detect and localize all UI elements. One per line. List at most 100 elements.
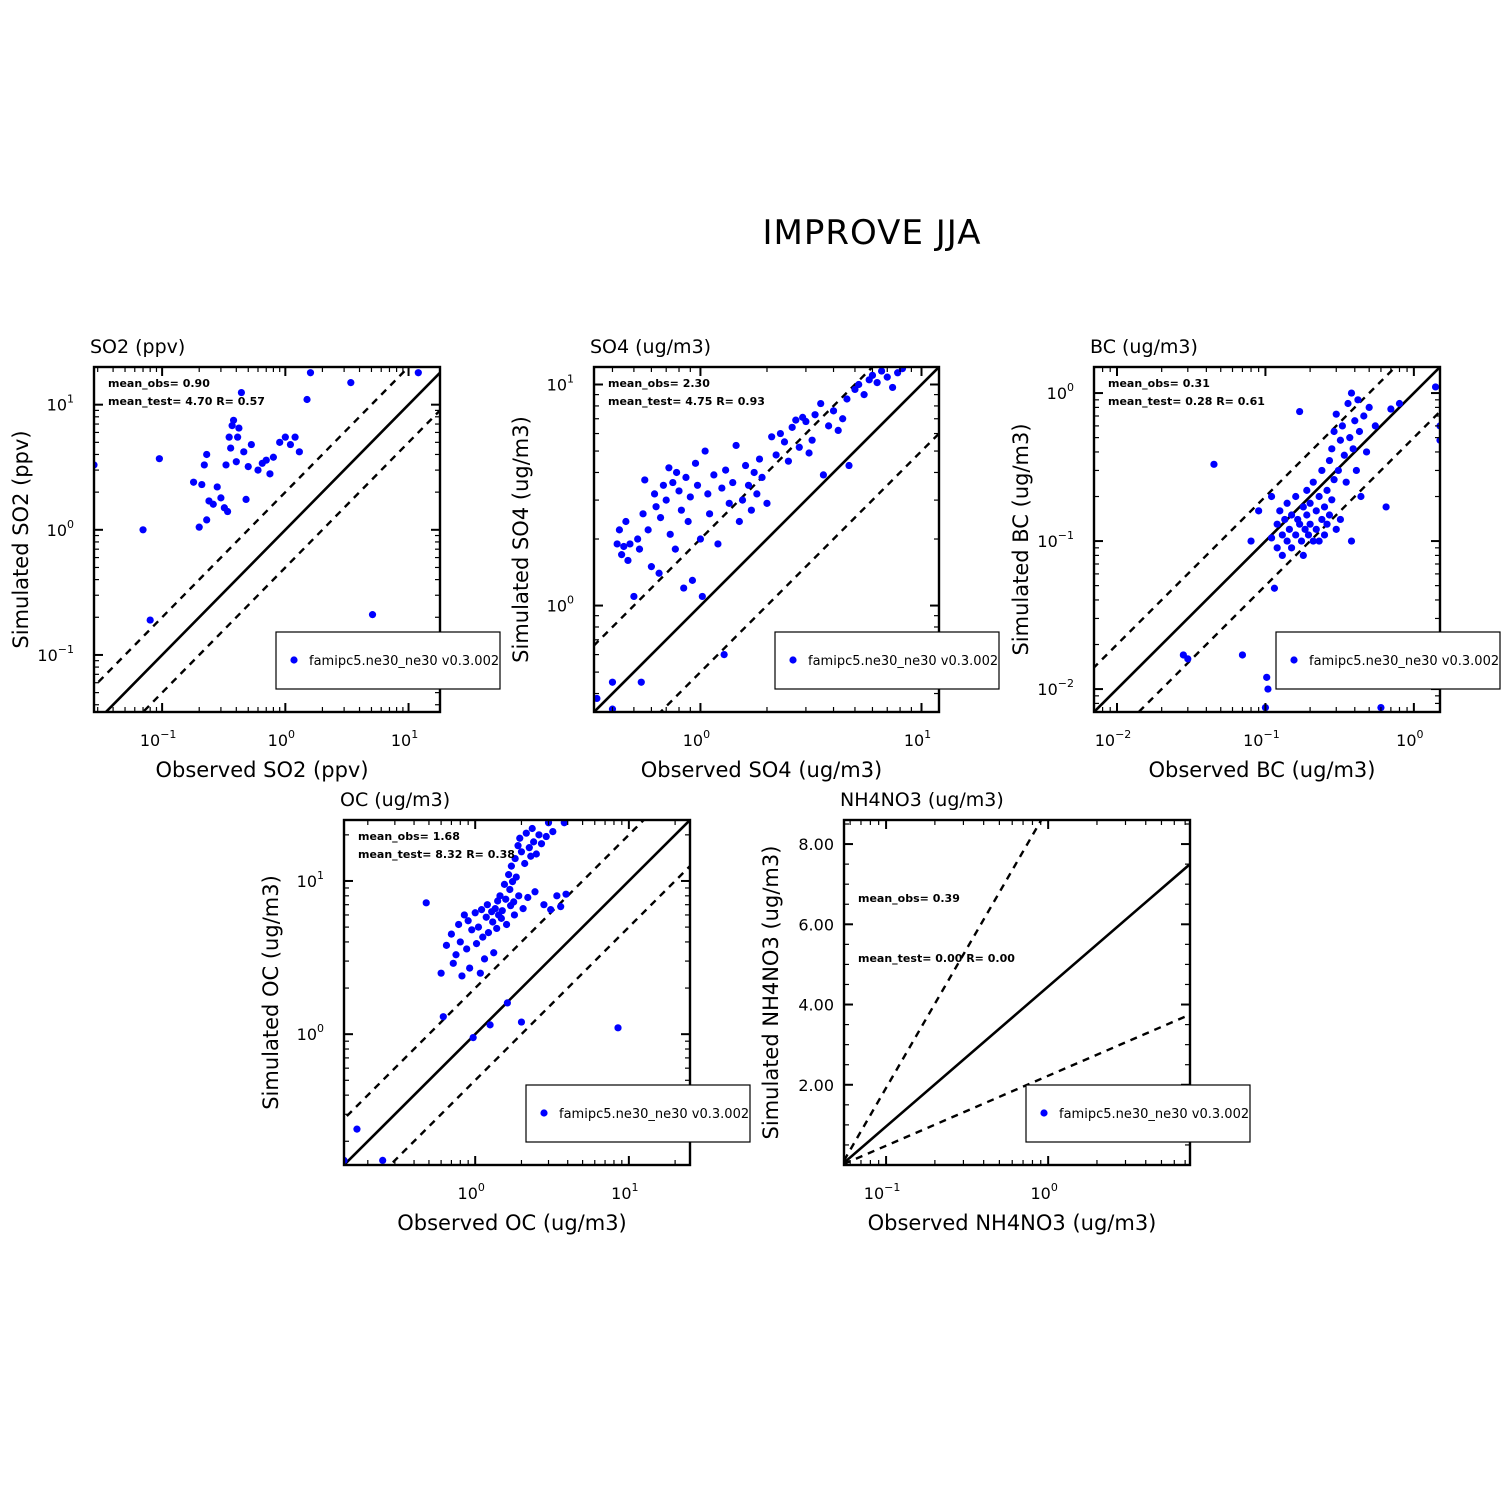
data-point — [851, 385, 859, 394]
data-point — [1330, 476, 1338, 484]
scatter-points — [1179, 383, 1440, 712]
panel-title: SO4 (ug/m3) — [590, 336, 711, 358]
data-point — [456, 938, 464, 946]
data-point — [217, 494, 225, 502]
data-point — [516, 834, 524, 842]
x-axis-label: Observed SO2 (ppv) — [155, 758, 368, 782]
data-point — [710, 471, 718, 479]
data-point — [379, 1156, 387, 1165]
data-point — [647, 563, 655, 571]
y-axis-label: Simulated OC (ug/m3) — [259, 875, 283, 1110]
data-point — [1355, 427, 1364, 436]
data-point — [1278, 531, 1286, 539]
legend-marker — [290, 656, 298, 664]
data-point — [637, 678, 645, 686]
data-point — [738, 496, 747, 504]
data-point — [1325, 511, 1334, 519]
data-point — [1247, 537, 1255, 545]
data-point — [758, 473, 766, 481]
data-point — [1365, 403, 1373, 412]
data-point — [553, 892, 561, 900]
y-tick-label: 8.00 — [798, 835, 834, 854]
legend-marker — [1040, 1109, 1048, 1117]
data-point — [776, 429, 785, 438]
data-point — [1344, 399, 1352, 408]
data-point — [684, 517, 692, 526]
data-point — [641, 476, 649, 484]
data-point — [792, 416, 800, 424]
data-point — [522, 829, 530, 837]
data-point — [1283, 499, 1291, 507]
data-point — [1351, 417, 1359, 425]
data-point — [825, 422, 833, 430]
data-point — [843, 395, 851, 403]
data-point — [1312, 525, 1320, 533]
data-point — [1255, 507, 1263, 515]
x-tick-label: 101 — [391, 728, 418, 750]
data-point — [303, 395, 311, 404]
data-point — [1336, 436, 1345, 444]
data-point — [1340, 451, 1348, 459]
data-point — [780, 438, 789, 446]
data-point — [1287, 511, 1296, 519]
data-point — [528, 824, 536, 833]
x-axis-label: Observed OC (ug/m3) — [397, 1211, 627, 1235]
data-point — [486, 1021, 494, 1029]
data-point — [1312, 507, 1320, 515]
one-to-one-line — [1094, 367, 1440, 712]
data-point — [479, 933, 487, 941]
data-point — [482, 913, 490, 921]
data-point — [235, 424, 243, 432]
y-tick-label: 101 — [547, 373, 574, 395]
mean-obs-label: mean_obs= 0.90 — [108, 377, 210, 390]
data-point — [503, 999, 511, 1007]
data-point — [753, 490, 761, 498]
data-point — [447, 930, 455, 938]
data-point — [705, 510, 714, 518]
data-point — [510, 898, 518, 906]
data-point — [650, 490, 659, 498]
data-point — [460, 911, 468, 919]
data-point — [502, 920, 511, 929]
data-point — [262, 456, 270, 464]
data-point — [735, 517, 743, 526]
reference-lines — [94, 367, 440, 712]
data-point — [1325, 456, 1334, 465]
data-point — [677, 506, 685, 514]
data-point — [1342, 478, 1350, 486]
data-point — [189, 478, 198, 486]
data-point — [512, 873, 520, 881]
data-point — [1360, 412, 1368, 420]
panel-title: SO2 (ppv) — [90, 336, 185, 358]
data-point — [229, 416, 238, 424]
data-point — [422, 899, 430, 907]
data-point — [795, 443, 803, 451]
data-point — [1332, 525, 1340, 533]
data-point — [155, 455, 163, 463]
legend-label: famipc5.ne30_ne30 v0.3.002 — [1059, 1107, 1249, 1122]
data-point — [291, 433, 299, 441]
data-point — [306, 369, 315, 377]
data-point — [198, 480, 206, 489]
data-point — [560, 820, 568, 827]
legend-label: famipc5.ne30_ne30 v0.3.002 — [559, 1107, 749, 1122]
data-point — [594, 694, 601, 703]
data-point — [254, 466, 262, 474]
data-point — [722, 466, 730, 474]
data-point — [547, 906, 555, 914]
data-point — [666, 530, 674, 538]
data-point — [368, 611, 377, 619]
y-tick-label: 100 — [1047, 381, 1074, 403]
data-point — [819, 471, 828, 479]
one-to-one-line — [344, 820, 690, 1165]
data-point — [532, 850, 540, 858]
y-tick-label: 10−1 — [1037, 529, 1074, 551]
data-point — [750, 468, 758, 477]
data-point — [1318, 466, 1326, 475]
y-tick-label: 100 — [297, 1022, 324, 1044]
data-point — [490, 949, 498, 957]
data-point — [620, 542, 628, 551]
legend-box — [1275, 631, 1501, 690]
data-point — [281, 433, 289, 441]
x-axis-label: Observed BC (ug/m3) — [1148, 758, 1375, 782]
